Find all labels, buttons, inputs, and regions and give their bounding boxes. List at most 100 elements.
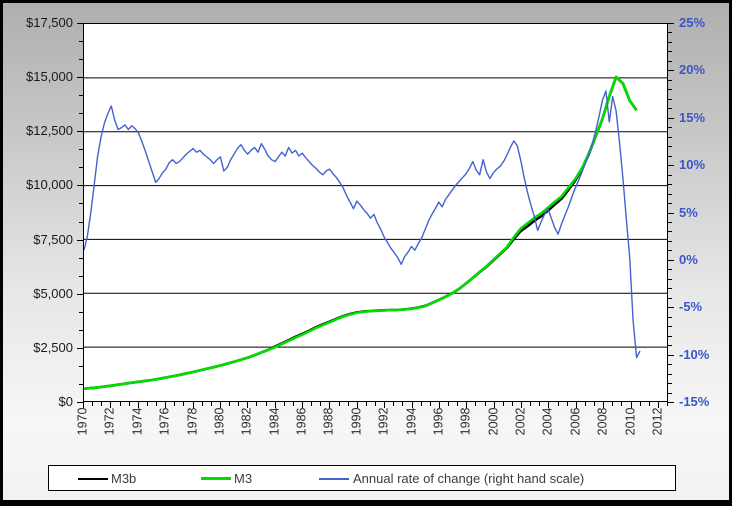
x-tick-label: 1984	[267, 407, 282, 436]
axis-tick	[79, 257, 83, 259]
axis-tick	[438, 402, 440, 408]
axis-tick	[668, 259, 674, 261]
axis-tick	[274, 402, 276, 408]
axis-tick	[668, 165, 674, 167]
axis-tick	[668, 174, 672, 176]
x-tick-label: 1970	[75, 407, 90, 436]
axis-tick	[83, 402, 84, 408]
axis-tick	[77, 185, 83, 187]
x-tick-label: 1994	[404, 407, 419, 436]
axis-tick	[79, 95, 83, 97]
axis-tick	[667, 402, 669, 406]
y-left-tick-label: $0	[58, 394, 73, 409]
axis-tick	[668, 326, 672, 328]
axis-tick	[320, 402, 322, 406]
axis-tick	[77, 23, 83, 24]
y-left-tick-label: $5,000	[33, 285, 73, 301]
axis-tick	[247, 402, 249, 408]
axis-tick	[621, 402, 623, 406]
m3-line	[84, 75, 638, 391]
rate-legend-label: Annual rate of change (right hand scale)	[353, 471, 585, 486]
axis-tick	[311, 402, 313, 406]
y-right-tick-label: 10%	[679, 157, 706, 173]
x-tick-label: 1980	[212, 407, 227, 436]
axis-tick	[566, 402, 568, 406]
axis-tick	[384, 402, 386, 408]
axis-tick	[668, 108, 672, 110]
x-tick-label: 2006	[568, 407, 583, 436]
axis-tick	[658, 402, 659, 408]
axis-tick	[292, 402, 294, 406]
axis-tick	[265, 402, 267, 406]
x-tick-label: 2008	[595, 407, 610, 436]
axis-tick	[411, 402, 413, 408]
axis-tick	[79, 59, 83, 61]
axis-tick	[457, 402, 459, 406]
axis-tick	[79, 221, 83, 223]
axis-tick	[79, 41, 83, 43]
axis-tick	[668, 32, 672, 34]
x-tick-label: 1976	[157, 407, 172, 436]
axis-tick	[584, 402, 586, 406]
axis-tick	[668, 307, 674, 309]
axis-tick	[668, 354, 674, 356]
axis-tick	[429, 402, 431, 406]
x-tick-label: 1996	[431, 407, 446, 436]
axis-tick	[668, 70, 674, 72]
axis-tick	[648, 402, 650, 406]
axis-tick	[668, 240, 672, 242]
axis-tick	[77, 402, 83, 403]
axis-tick	[594, 402, 596, 406]
axis-tick	[466, 402, 468, 408]
axis-tick	[238, 402, 240, 406]
axis-tick	[174, 402, 176, 406]
legend: M3b M3 Annual rate of change (right hand…	[48, 465, 676, 491]
axis-tick	[668, 184, 672, 186]
axis-tick	[165, 402, 167, 408]
axis-tick	[79, 149, 83, 151]
axis-tick	[448, 402, 450, 406]
m3b-legend-label: M3b	[111, 471, 137, 486]
axis-tick	[77, 131, 83, 133]
axis-tick	[668, 250, 672, 252]
y-right-tick-label: -15%	[679, 394, 710, 409]
axis-tick	[668, 278, 672, 280]
y-left-tick-label: $12,500	[26, 123, 73, 139]
axis-tick	[639, 402, 641, 406]
axis-tick	[302, 402, 304, 408]
axis-tick	[612, 402, 614, 406]
axis-tick	[668, 89, 672, 91]
axis-tick	[539, 402, 541, 406]
y-left-tick-label: $17,500	[26, 15, 73, 30]
axis-tick	[668, 193, 672, 195]
y-right-tick-label: 25%	[679, 15, 706, 30]
axis-tick	[668, 335, 672, 337]
x-tick-label: 1978	[185, 407, 200, 436]
axis-tick	[668, 41, 672, 43]
axis-tick	[475, 402, 477, 406]
axis-tick	[668, 203, 672, 205]
axis-tick	[79, 203, 83, 205]
m3-legend-label: M3	[234, 471, 253, 486]
y-left-tick-label: $10,000	[26, 177, 73, 193]
y-right-tick-label: -10%	[679, 346, 710, 362]
y-right-tick-label: -5%	[679, 299, 703, 315]
axis-tick	[219, 402, 221, 408]
m3b-legend-swatch	[78, 478, 108, 480]
x-tick-label: 1990	[349, 407, 364, 436]
axis-tick	[79, 275, 83, 277]
axis-tick	[603, 402, 605, 408]
axis-tick	[668, 117, 674, 119]
axis-tick	[630, 402, 632, 408]
axis-tick	[668, 316, 672, 318]
axis-tick	[283, 402, 285, 406]
axis-tick	[668, 127, 672, 129]
axis-tick	[484, 402, 486, 406]
axis-tick	[668, 364, 672, 366]
axis-tick	[356, 402, 358, 408]
axis-tick	[192, 402, 194, 408]
axis-tick	[375, 402, 377, 406]
axis-tick	[668, 136, 672, 138]
axis-tick	[347, 402, 349, 406]
axis-tick	[77, 239, 83, 241]
